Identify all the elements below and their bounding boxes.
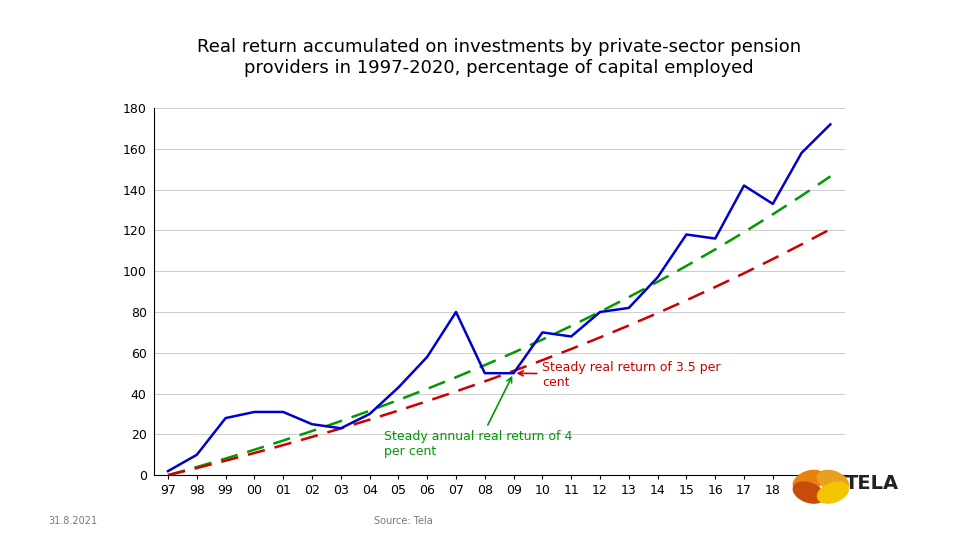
Text: Steady annual real return of 4
per cent: Steady annual real return of 4 per cent [384,377,572,458]
Text: Steady real return of 3.5 per
cent: Steady real return of 3.5 per cent [518,361,721,389]
Text: 31.8.2021: 31.8.2021 [48,516,97,526]
Text: TELA: TELA [845,474,899,493]
Text: Real return accumulated on investments by private-sector pension
providers in 19: Real return accumulated on investments b… [197,38,802,77]
Text: Source: Tela: Source: Tela [373,516,433,526]
